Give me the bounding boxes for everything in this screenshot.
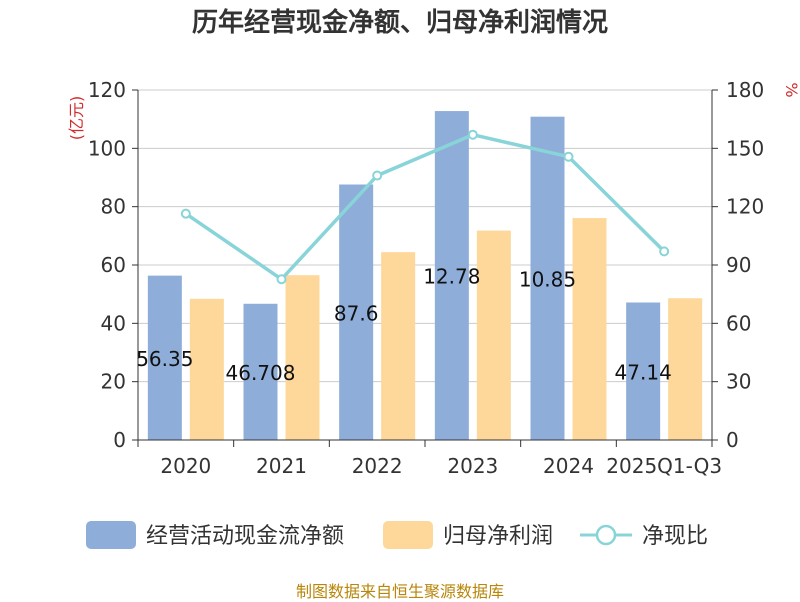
chart-title: 历年经营现金净额、归母净利润情况 [191, 8, 608, 38]
bar-value-label: 12.78 [423, 265, 480, 289]
axes-group: 0 20 40 60 80 100 120 0 30 60 90 120 150 180 2020 2021 2… [88, 78, 764, 478]
net-profit-bar [668, 298, 703, 440]
legend-label: 归母净利润 [443, 524, 553, 549]
cashflow-bar [530, 116, 565, 440]
net-profit-bar [189, 298, 224, 440]
legend-marker [595, 524, 617, 546]
y-right-unit: % [782, 82, 800, 97]
bar-value-label: 56.35 [136, 347, 193, 371]
x-tick-label: 2021 [256, 454, 307, 478]
net-profit-bar [285, 275, 320, 440]
x-tick-label: 2022 [352, 454, 403, 478]
y-left-tick-label: 120 [88, 78, 126, 102]
y-left-tick-label: 20 [101, 370, 126, 394]
ratio-point [372, 170, 383, 181]
y-right-tick-label: 60 [726, 311, 751, 335]
x-tick-label: 2020 [160, 454, 211, 478]
legend-swatch [86, 521, 136, 549]
bar-value-label: 47.14 [615, 360, 672, 384]
legend-label: 经营活动现金流净额 [146, 524, 344, 549]
bar-value-label: 87.6 [334, 301, 379, 325]
y-left-tick-label: 100 [88, 136, 126, 160]
legend-label: 净现比 [642, 524, 708, 549]
legend-swatch [383, 521, 433, 549]
ratio-point [467, 129, 478, 140]
net-profit-bar [476, 230, 511, 440]
y-left-tick-label: 40 [101, 311, 126, 335]
cashflow-bar [626, 302, 661, 440]
cashflow-bar [147, 275, 182, 440]
cashflow-bar [243, 303, 278, 440]
y-right-tick-label: 120 [726, 195, 764, 219]
ratio-point [276, 274, 287, 285]
y-right-tick-label: 150 [726, 136, 764, 160]
ratio-point [180, 208, 191, 219]
y-right-tick-label: 90 [726, 253, 751, 277]
source-footer: 制图数据来自恒生聚源数据库 [295, 582, 504, 601]
bar-labels-group: 56.35 46.708 87.6 12.78 10.85 47.14 [136, 265, 672, 385]
ratio-point [659, 246, 670, 257]
bar-value-label: 10.85 [519, 267, 576, 291]
ratio-point [563, 151, 574, 162]
ratio-line-group [180, 129, 670, 285]
y-left-tick-label: 80 [101, 195, 126, 219]
y-left-tick-label: 60 [101, 253, 126, 277]
net-profit-bar [572, 218, 607, 440]
cashflow-bar [434, 111, 469, 440]
y-right-tick-label: 0 [726, 428, 739, 452]
grid-lines [138, 89, 712, 383]
x-tick-label: 2023 [447, 454, 498, 478]
y-right-tick-label: 180 [726, 78, 764, 102]
y-left-unit: (亿元) [67, 96, 86, 141]
bars-group [147, 111, 703, 440]
net-profit-bar [381, 252, 416, 440]
y-left-tick-label: 0 [113, 428, 126, 452]
y-right-tick-label: 30 [726, 370, 751, 394]
x-tick-label: 2024 [543, 454, 594, 478]
cashflow-bar [339, 184, 374, 440]
legend: 经营活动现金流净额 归母净利润 净现比 [86, 521, 708, 549]
x-tick-label: 2025Q1-Q3 [606, 454, 722, 478]
ratio-line [184, 132, 666, 282]
bar-value-label: 46.708 [226, 361, 296, 385]
